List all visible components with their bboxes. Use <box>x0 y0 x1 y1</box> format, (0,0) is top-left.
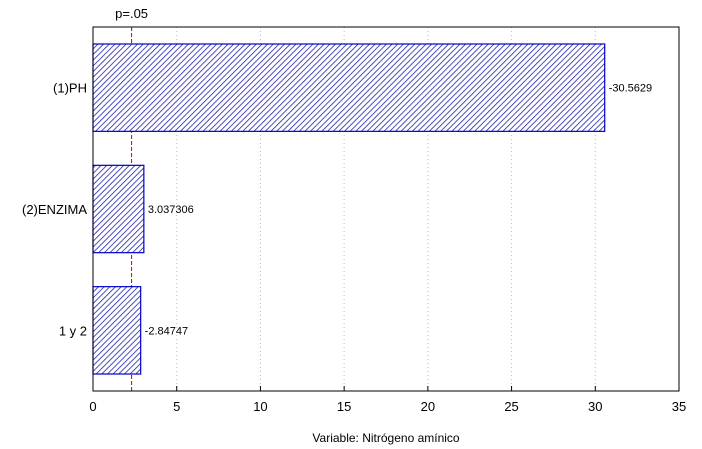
x-tick-label: 20 <box>421 399 435 414</box>
x-tick-label: 30 <box>588 399 602 414</box>
category-label: (2)ENZIMA <box>22 202 87 217</box>
x-axis-ticks: 0 5 10 15 20 25 30 35 <box>89 386 686 414</box>
category-label: 1 y 2 <box>59 323 87 338</box>
value-label: 3.037306 <box>148 204 194 216</box>
x-tick-label: 10 <box>253 399 267 414</box>
value-label: -30.5629 <box>609 83 652 95</box>
value-label: -2.84747 <box>145 325 188 337</box>
x-axis-label: Variable: Nitrógeno amínico <box>312 431 460 445</box>
x-tick-label: 15 <box>337 399 351 414</box>
x-tick-label: 5 <box>173 399 180 414</box>
bar-1 <box>92 43 606 132</box>
bar-2 <box>92 164 145 254</box>
x-tick-label: 25 <box>504 399 518 414</box>
significance-label: p=.05 <box>115 6 148 21</box>
bars: (1)PH -30.5629 (2)ENZIMA 3.037306 1 y 2 -2.84… <box>22 43 652 375</box>
plot-frame <box>92 26 680 392</box>
bar-3 <box>92 286 142 375</box>
category-label: (1)PH <box>53 81 87 96</box>
x-tick-label: 35 <box>672 399 686 414</box>
x-tick-label: 0 <box>89 399 96 414</box>
